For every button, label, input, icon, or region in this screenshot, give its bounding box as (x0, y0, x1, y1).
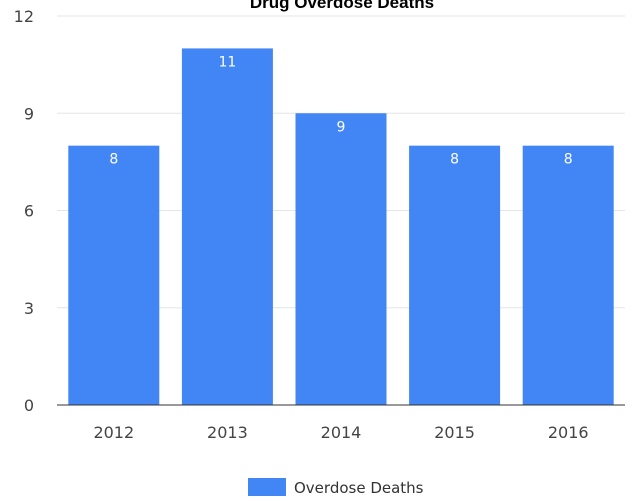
y-tick-label: 0 (24, 396, 34, 415)
chart-title: Drug Overdose Deaths (250, 0, 434, 12)
bars (68, 48, 614, 406)
bar-2015[interactable] (409, 145, 501, 405)
bar-2014[interactable] (295, 113, 387, 405)
legend-label: Overdose Deaths (294, 479, 424, 497)
data-label-2012: 8 (109, 152, 118, 168)
data-label-2015: 8 (450, 152, 459, 168)
x-tick-label: 2012 (93, 423, 134, 442)
y-tick-labels: 0 3 6 9 12 (14, 7, 34, 415)
y-tick-label: 3 (24, 299, 34, 318)
data-label-2013: 11 (218, 54, 236, 70)
x-tick-label: 2015 (434, 423, 475, 442)
data-label-2016: 8 (564, 152, 573, 168)
bar-2016[interactable] (522, 145, 614, 405)
bar-2012[interactable] (68, 145, 160, 405)
y-tick-label: 12 (14, 7, 34, 26)
data-label-2014: 9 (337, 119, 346, 135)
y-tick-label: 9 (24, 104, 34, 123)
x-tick-labels: 2012 2013 2014 2015 2016 (93, 423, 588, 442)
x-tick-label: 2016 (548, 423, 589, 442)
y-tick-label: 6 (24, 202, 34, 221)
legend[interactable]: Overdose Deaths (248, 478, 424, 497)
data-labels: 8 11 9 8 8 (109, 54, 572, 167)
x-tick-label: 2013 (207, 423, 248, 442)
bar-2013[interactable] (181, 48, 273, 406)
x-tick-label: 2014 (321, 423, 362, 442)
legend-swatch (248, 478, 286, 496)
